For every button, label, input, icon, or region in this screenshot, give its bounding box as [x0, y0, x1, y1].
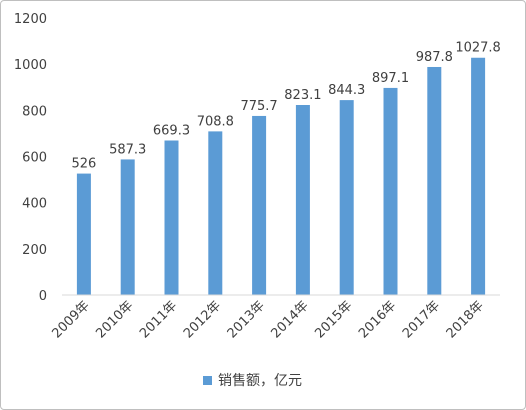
- y-tick-label: 1200: [14, 12, 47, 27]
- bar: [120, 159, 135, 295]
- bar: [471, 57, 486, 296]
- x-tick-label: 2009年: [50, 298, 93, 341]
- x-tick-label: 2012年: [181, 298, 224, 341]
- data-label: 987.8: [416, 50, 453, 65]
- x-tick-label: 2014年: [269, 298, 312, 341]
- data-label: 844.3: [328, 83, 365, 98]
- y-axis: 0 200 400 600 800 1000 1200: [14, 12, 47, 304]
- bar: [427, 66, 442, 295]
- legend-swatch: [203, 376, 212, 385]
- x-tick-label: 2016年: [356, 298, 399, 341]
- bar-series: [76, 57, 486, 296]
- data-label: 669.3: [153, 124, 190, 139]
- y-tick-label: 800: [22, 104, 47, 119]
- bar: [164, 140, 179, 295]
- bar: [208, 131, 223, 295]
- x-tick-label: 2010年: [93, 298, 136, 341]
- data-labels: 526 587.3 669.3 708.8 775.7 823.1 844.3 897.1 98…: [71, 41, 500, 172]
- x-tick-label: 2011年: [137, 298, 180, 341]
- y-tick-label: 600: [22, 151, 47, 166]
- data-label: 526: [71, 157, 96, 172]
- y-tick-label: 0: [39, 289, 47, 304]
- data-label: 823.1: [284, 88, 321, 103]
- bar: [252, 115, 267, 295]
- y-tick-label: 400: [22, 197, 47, 212]
- x-tick-label: 2018年: [444, 298, 487, 341]
- data-label: 587.3: [109, 142, 146, 157]
- bar: [76, 173, 91, 295]
- legend: 销售额，亿元: [203, 373, 302, 389]
- x-axis: 2009年 2010年 2011年 2012年 2013年 2014年 2015年 2016年…: [50, 298, 487, 341]
- x-tick-label: 2017年: [400, 298, 443, 341]
- data-label: 897.1: [372, 71, 409, 86]
- y-tick-label: 200: [22, 243, 47, 258]
- x-tick-label: 2013年: [225, 298, 268, 341]
- bar: [383, 87, 398, 295]
- bar: [339, 100, 354, 295]
- x-tick-label: 2015年: [312, 298, 355, 341]
- y-tick-label: 1000: [14, 58, 47, 73]
- bar: [295, 105, 310, 295]
- legend-label: 销售额，亿元: [218, 373, 302, 389]
- data-label: 775.7: [240, 99, 277, 114]
- data-label: 708.8: [197, 114, 234, 129]
- data-label: 1027.8: [455, 41, 501, 56]
